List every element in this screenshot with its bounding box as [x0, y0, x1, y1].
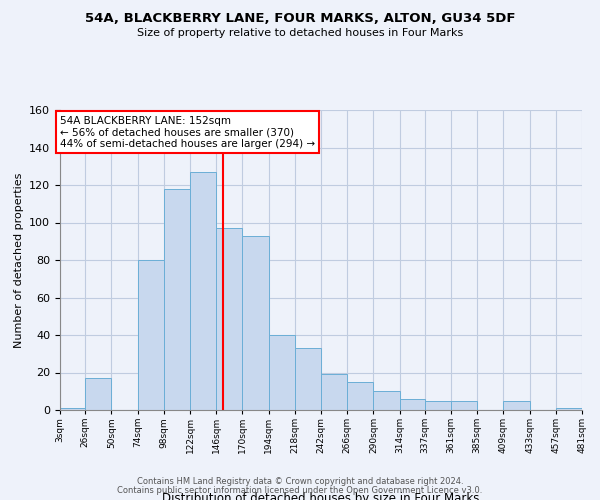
Bar: [425, 400, 451, 410]
Bar: [216, 228, 242, 410]
Bar: [137, 260, 164, 410]
Bar: [347, 382, 373, 410]
Text: Contains HM Land Registry data © Crown copyright and database right 2024.: Contains HM Land Registry data © Crown c…: [137, 477, 463, 486]
Text: Contains public sector information licensed under the Open Government Licence v3: Contains public sector information licen…: [118, 486, 482, 495]
Bar: [451, 400, 477, 410]
Bar: [503, 400, 530, 410]
Bar: [373, 391, 400, 410]
Bar: [85, 378, 112, 410]
Bar: [269, 335, 295, 410]
Bar: [164, 188, 190, 410]
Bar: [242, 236, 269, 410]
Text: Size of property relative to detached houses in Four Marks: Size of property relative to detached ho…: [137, 28, 463, 38]
Bar: [190, 172, 216, 410]
X-axis label: Distribution of detached houses by size in Four Marks: Distribution of detached houses by size …: [163, 492, 479, 500]
Bar: [60, 408, 85, 410]
Bar: [556, 408, 582, 410]
Y-axis label: Number of detached properties: Number of detached properties: [14, 172, 23, 348]
Bar: [295, 348, 321, 410]
Bar: [400, 399, 425, 410]
Bar: [321, 374, 347, 410]
Text: 54A, BLACKBERRY LANE, FOUR MARKS, ALTON, GU34 5DF: 54A, BLACKBERRY LANE, FOUR MARKS, ALTON,…: [85, 12, 515, 26]
Text: 54A BLACKBERRY LANE: 152sqm
← 56% of detached houses are smaller (370)
44% of se: 54A BLACKBERRY LANE: 152sqm ← 56% of det…: [60, 116, 315, 149]
